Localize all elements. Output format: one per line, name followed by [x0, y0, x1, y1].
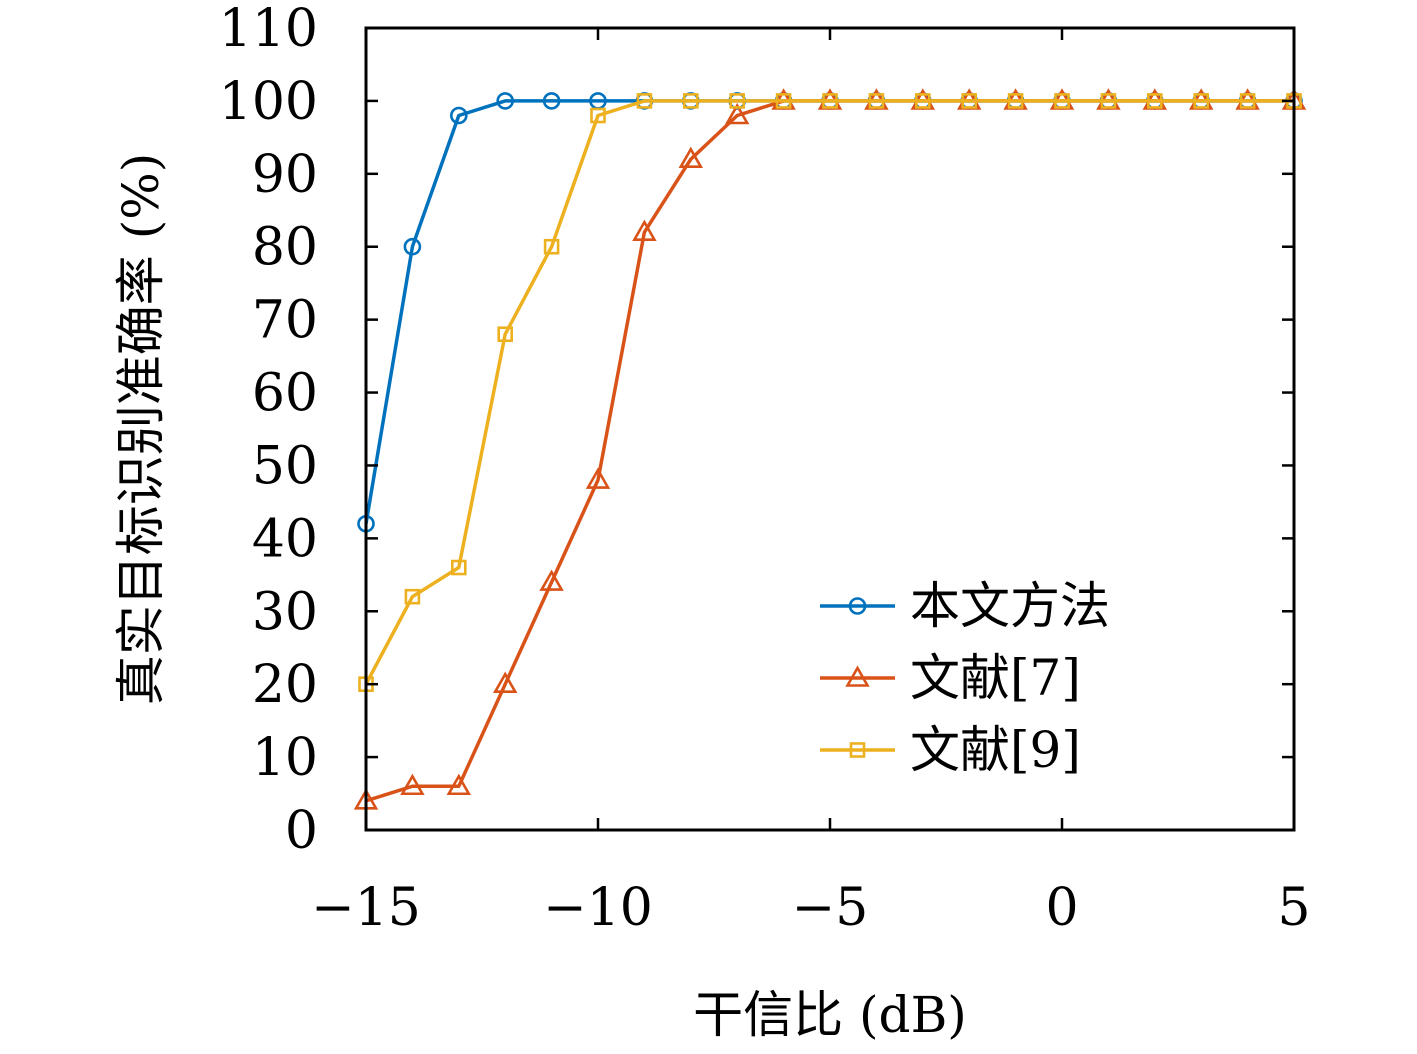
y-tick-label: 40 — [252, 509, 318, 569]
legend-swatch-marker — [845, 665, 870, 687]
data-point — [1147, 93, 1163, 109]
y-tick-label: 20 — [252, 655, 318, 715]
legend-entry: 本文方法 — [820, 577, 1110, 635]
x-tick-label: −5 — [792, 878, 869, 938]
data-point — [404, 588, 421, 605]
data-point — [961, 93, 978, 109]
legend-label: 本文方法 — [910, 577, 1110, 635]
y-tick-label: 50 — [252, 436, 318, 496]
legend-label: 文献[7] — [910, 649, 1081, 707]
data-point — [914, 93, 931, 109]
data-point — [446, 773, 472, 796]
y-tick-label: 80 — [252, 218, 318, 278]
y-tick-label: 90 — [252, 145, 318, 205]
x-tick-label: 5 — [1277, 878, 1310, 938]
data-point — [1007, 93, 1024, 109]
x-tick-label: −10 — [543, 878, 653, 938]
series-2 — [353, 88, 1307, 810]
data-point — [868, 93, 885, 109]
data-point — [585, 467, 611, 489]
data-point — [492, 671, 518, 693]
data-point — [682, 93, 699, 109]
data-point — [449, 106, 468, 125]
y-tick-label: 0 — [285, 801, 318, 861]
data-point — [822, 93, 838, 109]
x-tick-label: −15 — [311, 878, 421, 938]
series-3 — [358, 93, 1302, 692]
x-tick-label: 0 — [1045, 878, 1078, 938]
data-point — [636, 93, 653, 109]
data-point — [1239, 93, 1256, 109]
data-point — [1054, 93, 1070, 109]
data-point — [542, 92, 561, 110]
y-tick-label: 110 — [219, 0, 318, 59]
y-tick-label: 100 — [219, 72, 318, 132]
y-tick-label: 30 — [252, 582, 318, 642]
data-point — [632, 219, 657, 241]
data-point — [729, 93, 746, 109]
data-point — [450, 559, 467, 576]
plot-layer — [353, 88, 1307, 810]
data-point — [403, 237, 422, 256]
data-point — [678, 146, 704, 169]
series-1 — [357, 92, 1303, 533]
data-point — [775, 93, 792, 109]
legend-swatch-marker — [849, 742, 866, 758]
y-tick-label: 60 — [252, 364, 318, 424]
legend-entry: 文献[7] — [820, 649, 1081, 707]
x-axis-label: 干信比 (dB) — [693, 986, 967, 1044]
data-point — [497, 326, 514, 343]
plot-frame — [364, 26, 1296, 832]
legend-label: 文献[9] — [910, 721, 1081, 779]
data-point — [724, 102, 750, 125]
series-line — [364, 99, 1294, 525]
data-point — [400, 773, 425, 796]
series-line — [365, 99, 1294, 803]
data-point — [1193, 93, 1209, 109]
legend-swatch-marker — [848, 597, 867, 615]
y-tick-label: 70 — [252, 291, 318, 351]
data-point — [590, 107, 606, 124]
y-tick-label: 10 — [252, 728, 318, 788]
data-point — [543, 238, 560, 255]
legend-entry: 文献[9] — [820, 721, 1081, 779]
series-line — [364, 99, 1294, 686]
data-point — [1100, 93, 1117, 109]
data-point — [496, 92, 515, 110]
data-point — [539, 569, 564, 591]
y-axis-label: 真实目标识别准确率 (%) — [112, 153, 170, 705]
